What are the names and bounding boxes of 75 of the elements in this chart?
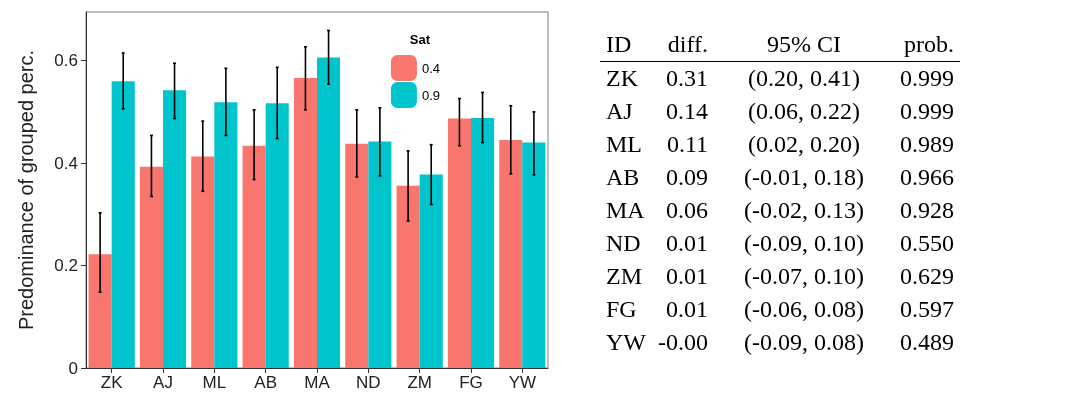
legend-label: 0.9 xyxy=(421,87,441,103)
text: (0.06, 0.22) xyxy=(747,98,860,124)
text: 0.928 xyxy=(899,197,954,223)
x-tick-label: ML xyxy=(202,373,227,392)
bar xyxy=(396,185,420,368)
text: (-0.01, 0.18) xyxy=(743,164,864,190)
text: 0.999 xyxy=(899,98,954,124)
text: 0.09 xyxy=(665,164,708,190)
bar xyxy=(265,103,289,368)
text: 0.11 xyxy=(666,131,708,157)
category-label: diff. xyxy=(666,30,709,59)
category-label: ID xyxy=(605,30,633,59)
text: 0.629 xyxy=(899,263,954,289)
text: FG xyxy=(606,296,637,322)
bar xyxy=(499,140,523,368)
text: 0.01 xyxy=(665,263,708,289)
y-tick-label: 0 xyxy=(68,358,78,378)
text: 0.597 xyxy=(899,296,954,322)
bar xyxy=(111,81,135,368)
x-tick-label: AJ xyxy=(153,373,173,392)
bar xyxy=(368,141,392,368)
x-tick-label: MA xyxy=(304,373,331,392)
bar xyxy=(191,156,215,368)
x-tick-label: ND xyxy=(356,373,381,392)
text: (-0.09, 0.08) xyxy=(743,329,864,355)
legend-label: 0.4 xyxy=(421,60,441,76)
legend-title: Sat xyxy=(409,32,431,47)
y-axis-title: Predominance of grouped perc. xyxy=(15,49,37,331)
text: 0.550 xyxy=(899,230,954,256)
text: ML xyxy=(606,131,642,157)
bar xyxy=(447,118,471,368)
text: (-0.09, 0.10) xyxy=(743,230,864,256)
bar xyxy=(139,166,163,368)
text: AB xyxy=(606,164,640,190)
bar xyxy=(345,143,369,368)
bar xyxy=(88,254,112,368)
text: (-0.02, 0.13) xyxy=(743,197,864,223)
text: 0.06 xyxy=(665,197,708,223)
bar xyxy=(522,142,546,368)
text: (0.20, 0.41) xyxy=(747,65,860,91)
text: YW xyxy=(606,329,646,355)
text: ZM xyxy=(606,263,642,289)
category-label: 95% CI xyxy=(765,30,842,59)
bar xyxy=(471,118,495,368)
category-label: prob. xyxy=(902,30,955,59)
x-tick-label: YW xyxy=(508,373,537,392)
x-tick-label: AB xyxy=(254,373,278,392)
text: 0.489 xyxy=(899,329,954,355)
text: -0.00 xyxy=(657,329,708,355)
bar xyxy=(242,145,266,368)
text: 0.01 xyxy=(665,296,708,322)
x-tick-label: ZM xyxy=(407,373,432,392)
x-tick-label: FG xyxy=(459,373,483,392)
text: MA xyxy=(606,197,645,223)
y-tick-label: 0.4 xyxy=(54,153,78,173)
bar xyxy=(293,78,317,368)
bar xyxy=(419,174,443,368)
text: (0.02, 0.20) xyxy=(747,131,860,157)
text: AJ xyxy=(606,98,633,124)
text: (-0.06, 0.08) xyxy=(743,296,864,322)
text: 0.01 xyxy=(665,230,708,256)
bar xyxy=(214,102,238,368)
y-tick-label: 0.6 xyxy=(54,51,78,71)
bar xyxy=(163,90,187,368)
text: 0.999 xyxy=(899,65,954,91)
text: 0.989 xyxy=(899,131,954,157)
x-tick-label: ZK xyxy=(100,373,124,392)
bar xyxy=(317,57,341,368)
text: ZK xyxy=(606,65,638,91)
y-tick-label: 0.2 xyxy=(54,256,78,276)
text: (-0.07, 0.10) xyxy=(743,263,864,289)
text: 0.31 xyxy=(665,65,708,91)
text: ND xyxy=(606,230,641,256)
text: 0.966 xyxy=(899,164,954,190)
text: 0.14 xyxy=(665,98,708,124)
